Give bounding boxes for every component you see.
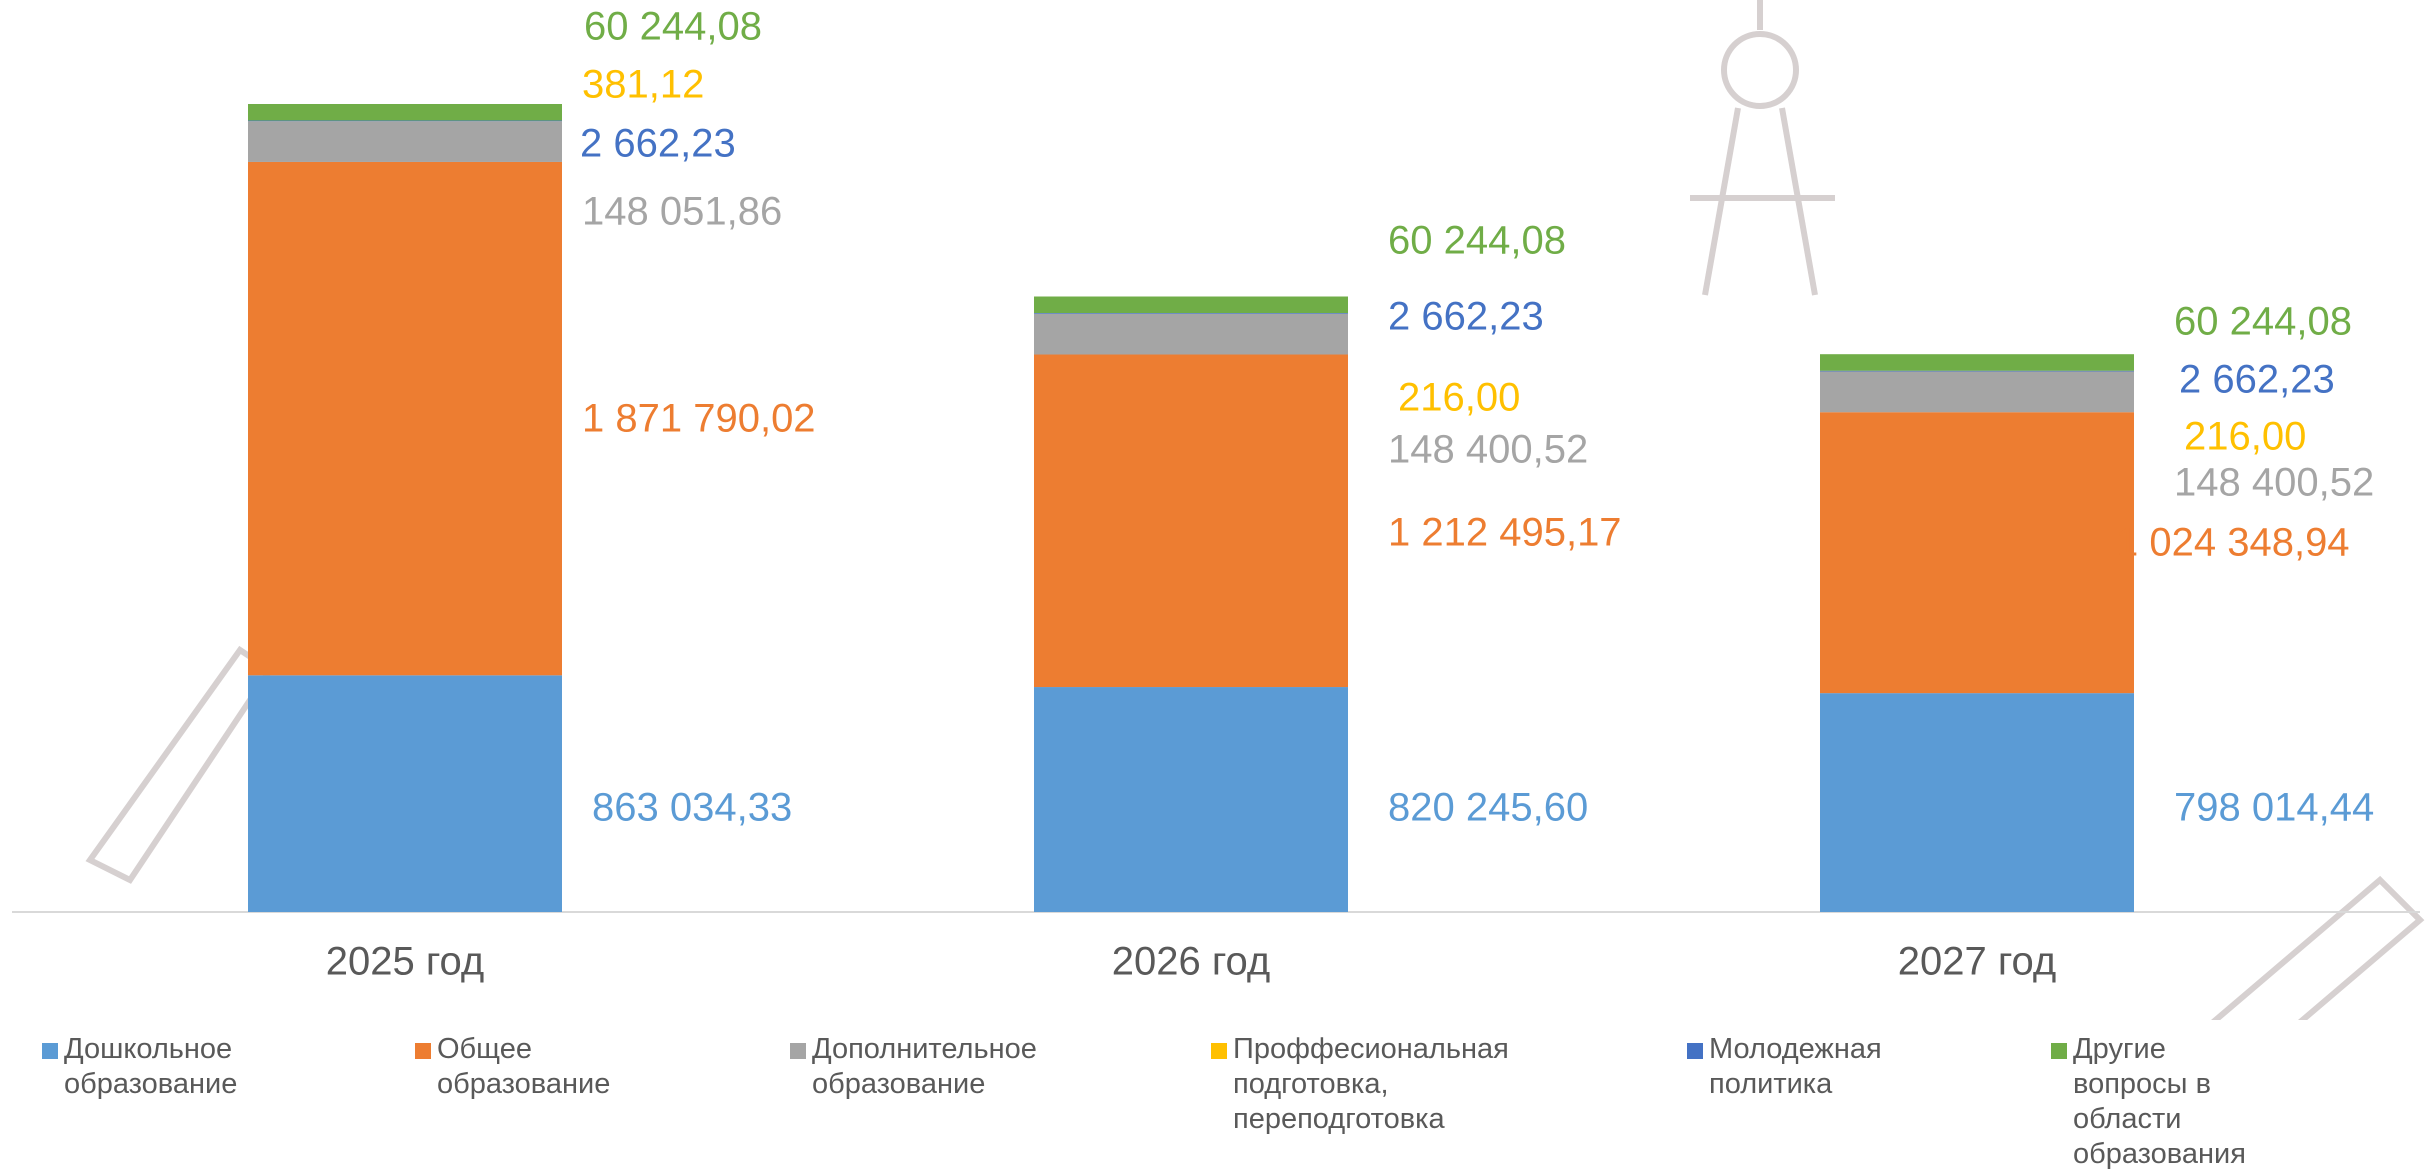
data-label: 148 051,86 bbox=[582, 190, 782, 234]
legend-label: Проффесиональная подготовка, переподгото… bbox=[1233, 1033, 1509, 1135]
data-label: 1 871 790,02 bbox=[582, 397, 816, 441]
legend-swatch bbox=[42, 1043, 58, 1059]
data-label: 381,12 bbox=[582, 63, 704, 107]
chart: 863 034,33 1 871 790,02 148 051,86 381,12 2 … bbox=[0, 0, 2428, 1020]
data-label: 60 244,08 bbox=[1388, 219, 1566, 263]
legend-label: Дополнительное образование bbox=[812, 1033, 1037, 1100]
bar-segment bbox=[1034, 313, 1348, 314]
legend-item: Общее образование bbox=[415, 1032, 697, 1102]
data-label: 2 662,23 bbox=[1388, 295, 1544, 339]
legend-label: Дошкольное образование bbox=[64, 1033, 237, 1100]
bar-segment bbox=[1820, 412, 2134, 693]
page: 863 034,33 1 871 790,02 148 051,86 381,12 2 … bbox=[0, 0, 2428, 1174]
bar-segment bbox=[1034, 296, 1348, 313]
bar-segment bbox=[248, 104, 562, 121]
data-label: 60 244,08 bbox=[584, 5, 762, 49]
legend-swatch bbox=[415, 1043, 431, 1059]
bar-segment bbox=[1820, 372, 2134, 413]
legend-item: Дополнительное образование bbox=[790, 1032, 1112, 1102]
data-label: 1 024 348,94 bbox=[2116, 521, 2350, 565]
bar-segment bbox=[1820, 693, 2134, 912]
bar-segment bbox=[1034, 355, 1348, 688]
legend-label: Другие вопросы в области образования bbox=[2073, 1033, 2246, 1170]
data-label: 216,00 bbox=[1398, 376, 1520, 420]
legend-item: Дошкольное образование bbox=[42, 1032, 324, 1102]
data-label: 2 662,23 bbox=[580, 122, 736, 166]
legend-item: Молодежная политика bbox=[1687, 1032, 1969, 1102]
data-label: 60 244,08 bbox=[2174, 300, 2352, 344]
data-label: 863 034,33 bbox=[592, 786, 792, 830]
x-tick-label: 2027 год bbox=[1898, 940, 2057, 984]
bar-segment bbox=[1034, 687, 1348, 912]
legend-swatch bbox=[1687, 1043, 1703, 1059]
legend-item: Другие вопросы в области образования bbox=[2051, 1032, 2273, 1172]
data-label: 820 245,60 bbox=[1388, 786, 1588, 830]
data-label: 148 400,52 bbox=[2174, 461, 2374, 505]
data-label: 2 662,23 bbox=[2179, 358, 2335, 402]
data-label: 216,00 bbox=[2184, 415, 2306, 459]
bar-segment bbox=[248, 121, 562, 122]
bar-segment bbox=[1820, 354, 2134, 371]
legend-swatch bbox=[790, 1043, 806, 1059]
legend-item: Проффесиональная подготовка, переподгото… bbox=[1211, 1032, 1573, 1137]
legend-swatch bbox=[2051, 1043, 2067, 1059]
legend-swatch bbox=[1211, 1043, 1227, 1059]
data-label: 798 014,44 bbox=[2174, 786, 2374, 830]
x-tick-label: 2026 год bbox=[1112, 940, 1271, 984]
legend-label: Общее образование bbox=[437, 1033, 610, 1100]
bar-segment bbox=[1034, 314, 1348, 355]
data-label: 148 400,52 bbox=[1388, 428, 1588, 472]
bar-segment bbox=[1820, 371, 2134, 372]
bar-segment bbox=[248, 121, 562, 162]
x-tick-label: 2025 год bbox=[326, 940, 485, 984]
legend-label: Молодежная политика bbox=[1709, 1033, 1882, 1100]
bar-segment bbox=[248, 675, 562, 912]
data-label: 1 212 495,17 bbox=[1388, 511, 1622, 555]
bar-segment bbox=[248, 162, 562, 675]
